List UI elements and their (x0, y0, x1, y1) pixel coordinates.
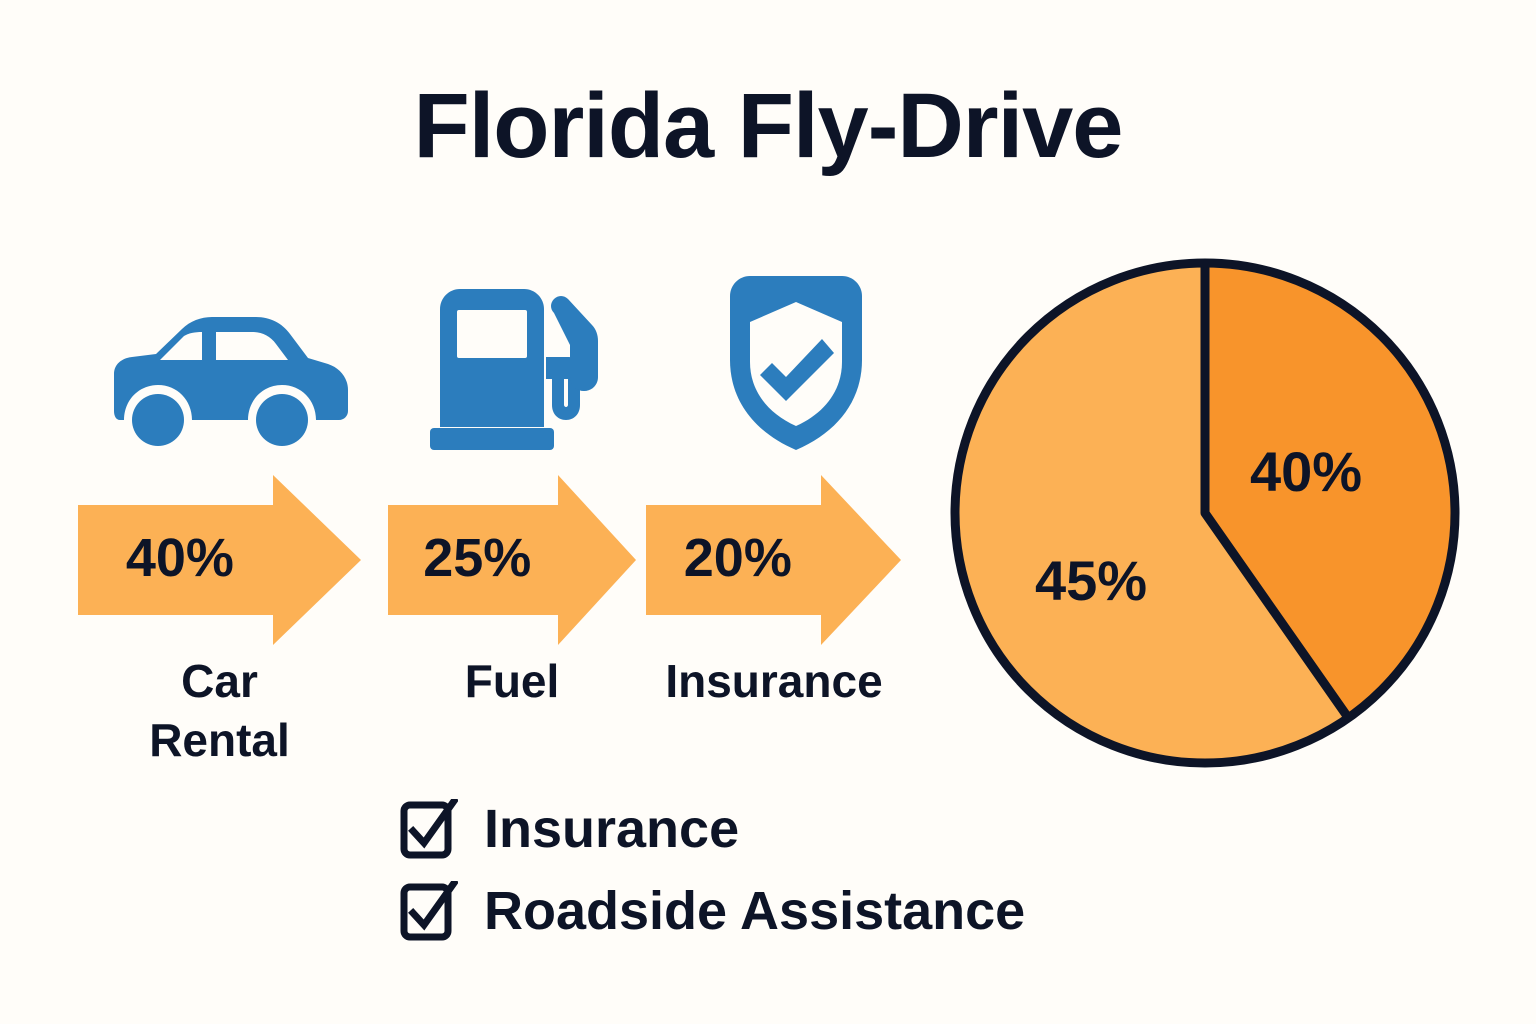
steps-group: 40% Car Rental (78, 262, 938, 782)
checkbox-checked-icon[interactable] (400, 796, 459, 859)
page-title: Florida Fly-Drive (413, 75, 1124, 177)
car-icon (78, 262, 378, 452)
step-insurance: 20% Insurance (646, 262, 946, 782)
step-label-insurance: Insurance (624, 652, 924, 711)
step-fuel: 25% Fuel (388, 262, 643, 782)
percent-arrow-fuel: 25% (388, 475, 636, 645)
checklist-label: Roadside Assistance (484, 881, 1026, 941)
step-car-rental: 40% Car Rental (78, 262, 378, 782)
pie-slice-40 (1205, 262, 1456, 718)
step-label-car-rental: Car Rental (78, 652, 361, 770)
step-label-line1: Fuel (464, 655, 560, 707)
step-label-fuel: Fuel (388, 652, 636, 711)
fuel-pump-icon (388, 262, 643, 452)
step-label-line2: Rental (149, 713, 290, 766)
percent-arrow-car-rental: 40% (78, 475, 361, 645)
pie-slice-divider (1200, 263, 1353, 721)
step-label-line1: Insurance (665, 655, 883, 707)
checklist-item-roadside-assistance[interactable]: Roadside Assistance (400, 870, 1160, 952)
checklist-item-insurance[interactable]: Insurance (400, 788, 1160, 870)
pie-chart: 40% 45% (950, 258, 1460, 768)
pie-outline (950, 258, 1460, 768)
shield-check-icon (646, 262, 946, 452)
checklist-label: Insurance (484, 799, 740, 859)
step-label-line1: Car (181, 655, 258, 707)
checkbox-checked-icon[interactable] (400, 878, 459, 941)
checklist: Insurance Roadside Assistance (400, 788, 1160, 952)
percent-arrow-insurance: 20% (646, 475, 901, 645)
